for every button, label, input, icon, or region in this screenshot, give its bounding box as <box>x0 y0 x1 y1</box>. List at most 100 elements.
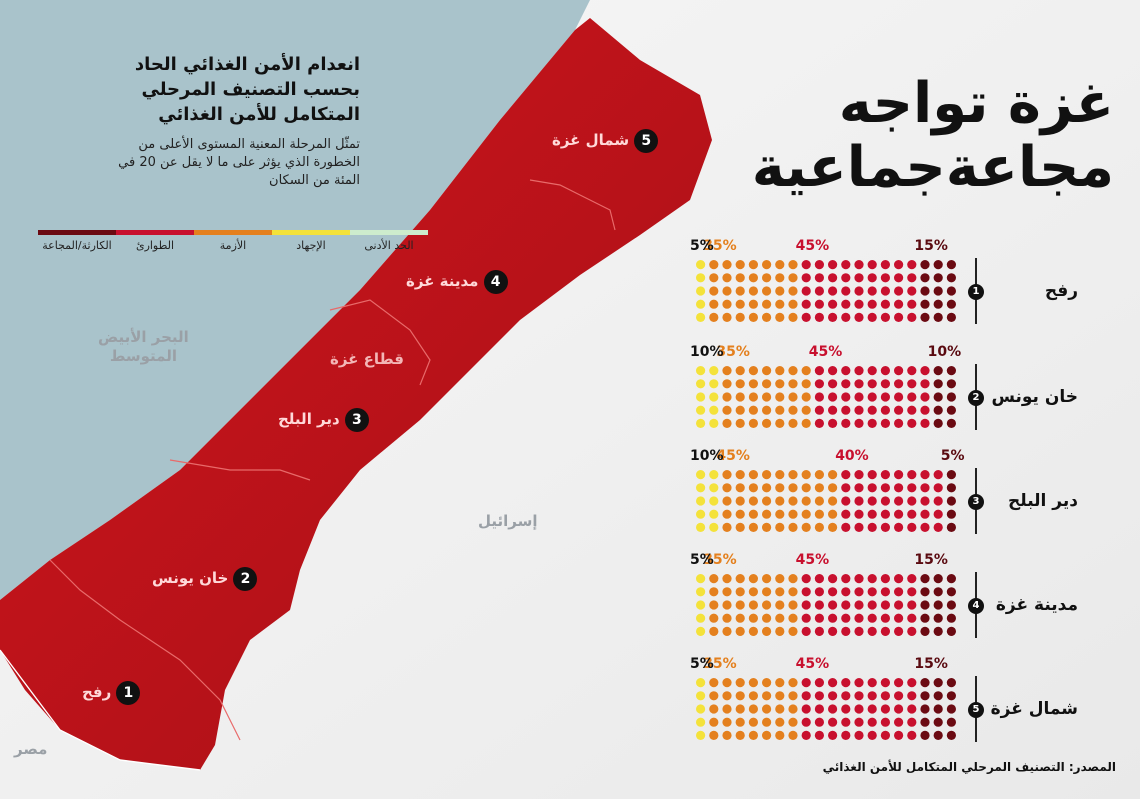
dot-catastrophe <box>946 613 956 623</box>
dot-crisis <box>788 312 798 322</box>
percent-label-emergency: 45% <box>795 552 830 568</box>
dot-emergency <box>828 587 838 597</box>
dot-crisis <box>801 522 811 532</box>
dot-crisis <box>762 379 772 389</box>
dot-emergency <box>920 470 930 480</box>
border-city <box>329 299 431 386</box>
dot-emergency <box>814 273 824 283</box>
dot-emergency <box>828 379 838 389</box>
dot-catastrophe <box>920 587 930 597</box>
dot-emergency <box>933 483 943 493</box>
dot-emergency <box>854 600 864 610</box>
dot-crisis <box>735 509 745 519</box>
legend-label: الإجهاد <box>296 239 326 252</box>
dot-crisis <box>762 496 772 506</box>
dot-emergency <box>867 730 877 740</box>
dot-crisis <box>748 470 758 480</box>
percent-label-emergency: 45% <box>795 238 830 254</box>
dot-crisis <box>709 704 719 714</box>
dot-emergency <box>880 470 890 480</box>
dot-emergency <box>867 260 877 270</box>
dot-stress <box>709 366 719 376</box>
dot-crisis <box>748 312 758 322</box>
dot-crisis <box>722 691 732 701</box>
dot-emergency <box>920 509 930 519</box>
dot-emergency <box>894 379 904 389</box>
dot-emergency <box>801 730 811 740</box>
dot-emergency <box>894 613 904 623</box>
dot-catastrophe <box>946 470 956 480</box>
dot-emergency <box>894 704 904 714</box>
dot-stress <box>696 626 706 636</box>
dot-emergency <box>841 312 851 322</box>
dot-emergency <box>867 286 877 296</box>
dot-crisis <box>788 470 798 480</box>
dot-emergency <box>828 405 838 415</box>
dot-crisis <box>788 405 798 415</box>
dot-emergency <box>880 312 890 322</box>
dot-emergency <box>880 522 890 532</box>
dot-crisis <box>735 691 745 701</box>
dot-catastrophe <box>933 600 943 610</box>
dot-emergency <box>814 717 824 727</box>
dot-emergency <box>841 626 851 636</box>
dot-stress <box>696 312 706 322</box>
dot-grid <box>696 574 956 636</box>
dot-catastrophe <box>946 260 956 270</box>
dot-emergency <box>828 678 838 688</box>
dot-crisis <box>735 470 745 480</box>
dot-stress <box>709 483 719 493</box>
dot-catastrophe <box>920 273 930 283</box>
dot-catastrophe <box>920 299 930 309</box>
dot-crisis <box>788 299 798 309</box>
dot-emergency <box>880 587 890 597</box>
dot-emergency <box>841 587 851 597</box>
dot-emergency <box>854 273 864 283</box>
dot-emergency <box>814 691 824 701</box>
dot-emergency <box>814 286 824 296</box>
dot-emergency <box>867 587 877 597</box>
dot-crisis <box>762 299 772 309</box>
legend-label: الكارثة/المجاعة <box>42 239 112 252</box>
dot-catastrophe <box>920 717 930 727</box>
row-governorate-name: رفح <box>1044 281 1078 301</box>
dot-emergency <box>828 691 838 701</box>
dot-emergency <box>933 522 943 532</box>
dot-emergency <box>907 587 917 597</box>
dot-emergency <box>814 405 824 415</box>
dot-emergency <box>907 299 917 309</box>
dot-catastrophe <box>920 260 930 270</box>
dot-catastrophe <box>920 286 930 296</box>
dot-emergency <box>801 286 811 296</box>
dot-catastrophe <box>933 405 943 415</box>
dot-emergency <box>907 273 917 283</box>
dot-emergency <box>907 392 917 402</box>
dot-catastrophe <box>933 312 943 322</box>
dot-crisis <box>748 574 758 584</box>
dot-crisis <box>722 273 732 283</box>
dot-crisis <box>775 392 785 402</box>
dot-emergency <box>894 273 904 283</box>
dot-crisis <box>775 704 785 714</box>
dot-emergency <box>867 613 877 623</box>
dot-emergency <box>894 691 904 701</box>
dot-catastrophe <box>946 286 956 296</box>
dot-emergency <box>854 366 864 376</box>
dot-catastrophe <box>946 600 956 610</box>
dot-emergency <box>854 483 864 493</box>
dot-crisis <box>775 587 785 597</box>
subtitle: انعدام الأمن الغذائي الحاد بحسب التصنيف … <box>134 54 360 125</box>
dot-emergency <box>841 522 851 532</box>
dot-crisis <box>775 678 785 688</box>
dot-crisis <box>762 600 772 610</box>
dot-emergency <box>801 613 811 623</box>
dot-crisis <box>828 470 838 480</box>
dot-emergency <box>907 704 917 714</box>
dot-crisis <box>788 600 798 610</box>
dot-crisis <box>788 717 798 727</box>
dot-stress <box>696 405 706 415</box>
dot-crisis <box>748 509 758 519</box>
dot-emergency <box>854 613 864 623</box>
percent-label-crisis: 35% <box>703 238 737 254</box>
dot-stress <box>696 366 706 376</box>
